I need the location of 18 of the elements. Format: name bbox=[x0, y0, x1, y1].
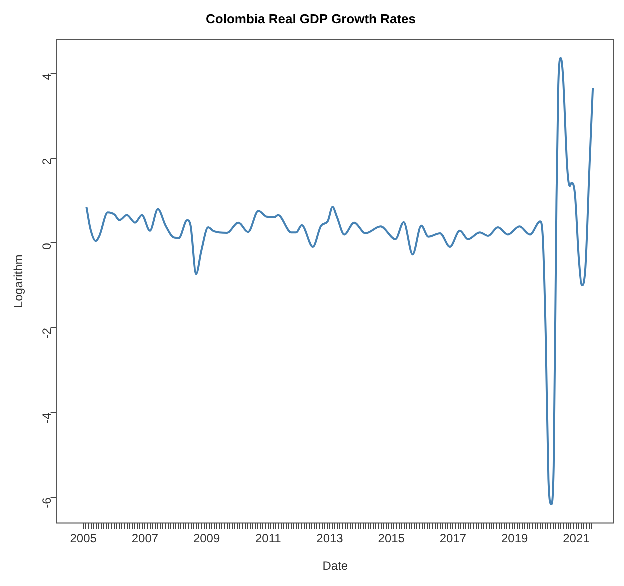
y-tick-label: -2 bbox=[40, 328, 54, 339]
x-tick-label: 2013 bbox=[316, 532, 344, 546]
x-tick-label: 2021 bbox=[563, 532, 590, 546]
x-axis-title: Date bbox=[322, 559, 348, 574]
y-tick-label: 2 bbox=[40, 158, 54, 166]
y-tick-label: 4 bbox=[40, 73, 54, 80]
x-tick-label: 2005 bbox=[70, 532, 98, 546]
x-tick-label: 2017 bbox=[440, 532, 467, 546]
y-tick-label: -4 bbox=[40, 412, 54, 424]
x-tick-label: 2015 bbox=[378, 532, 406, 546]
x-tick-label: 2009 bbox=[193, 532, 220, 546]
x-tick-label: 2019 bbox=[501, 532, 528, 546]
y-tick-label: 0 bbox=[40, 242, 54, 250]
x-tick-label: 2011 bbox=[256, 532, 282, 546]
y-tick-label: -6 bbox=[40, 497, 54, 508]
chart-title: Colombia Real GDP Growth Rates bbox=[206, 11, 416, 26]
x-tick-label: 2007 bbox=[132, 532, 159, 546]
y-axis-title: Logarithm bbox=[12, 254, 26, 308]
